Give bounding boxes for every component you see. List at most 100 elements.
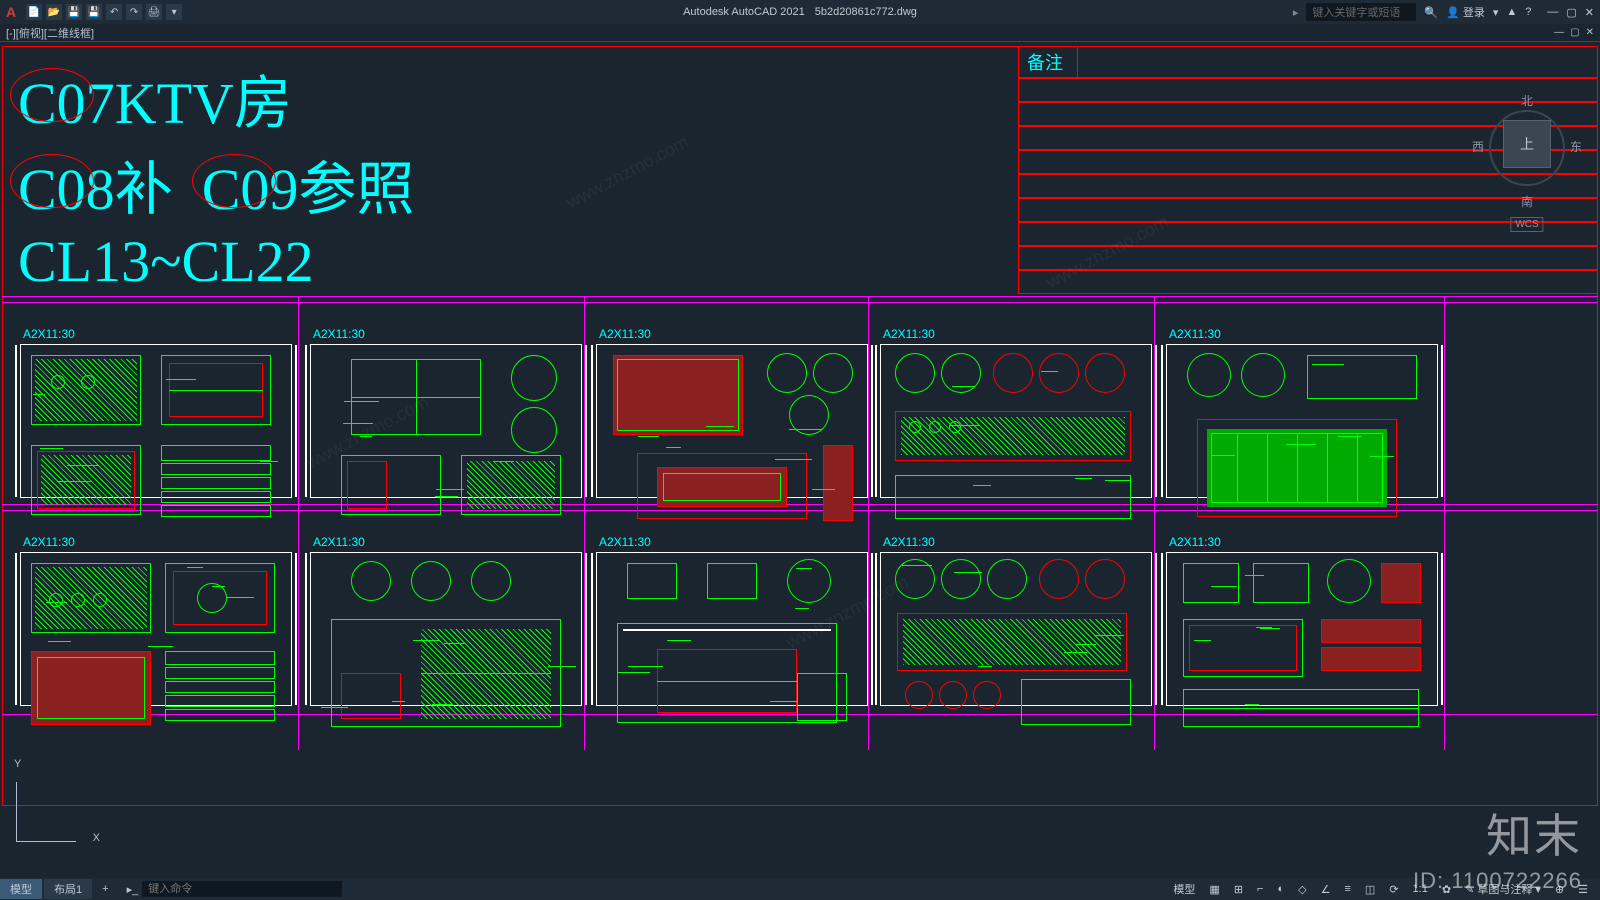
minimize-button[interactable]: — <box>1547 6 1558 19</box>
gear-icon[interactable]: ✿ <box>1438 883 1455 896</box>
customize-icon[interactable]: ☰ <box>1574 883 1592 896</box>
cad-grect <box>165 681 275 693</box>
tab-layout1[interactable]: 布局1 <box>44 879 92 899</box>
grid-h1 <box>2 296 1598 297</box>
cad-gcirc <box>909 421 921 433</box>
cad-gcirc <box>81 375 95 389</box>
cad-leader <box>67 465 99 466</box>
cad-gcirc <box>351 561 391 601</box>
maximize-button[interactable]: ▢ <box>1566 6 1576 19</box>
ucs-icon[interactable]: Y X <box>16 772 86 842</box>
polar-icon[interactable]: ◐ <box>1273 883 1288 895</box>
cad-leader <box>40 448 63 449</box>
cad-leader <box>1338 436 1362 437</box>
cad-leader <box>33 394 45 395</box>
vp-close-icon[interactable]: ✕ <box>1586 27 1594 38</box>
cad-leader <box>1211 455 1235 456</box>
viewport-label[interactable]: [-][俯视][二维线框] <box>6 25 94 41</box>
cad-leader <box>666 447 681 448</box>
sheet-label: A2X11:30 <box>883 535 935 549</box>
cad-gline <box>421 673 551 674</box>
cad-gcirc <box>767 353 807 393</box>
qat-print-icon[interactable]: 🖨 <box>146 4 162 20</box>
cad-leader <box>795 608 809 609</box>
cad-grect <box>161 491 271 503</box>
qat-undo-icon[interactable]: ↶ <box>106 4 122 20</box>
sheet-label: A2X11:30 <box>23 327 75 341</box>
command-input[interactable] <box>142 881 342 897</box>
snap-icon[interactable]: ⊞ <box>1230 883 1247 896</box>
cad-leader <box>413 640 440 641</box>
navcube-east[interactable]: 东 <box>1570 138 1582 155</box>
ortho-icon[interactable]: ⌐ <box>1253 883 1267 895</box>
cad-gcirc <box>1187 353 1231 397</box>
login-button[interactable]: 👤 登录 <box>1446 4 1485 20</box>
annotation-dropdown[interactable]: ✎ 草图与注释 ▾ <box>1461 881 1545 897</box>
cad-rcirc <box>973 681 1001 709</box>
share-icon[interactable]: ▲ <box>1506 6 1517 18</box>
drawing-sheet: A2X11:30 <box>20 552 292 706</box>
cad-leader <box>343 423 373 424</box>
cad-leader <box>1245 575 1264 576</box>
help-icon[interactable]: ? <box>1525 6 1531 18</box>
tab-model[interactable]: 模型 <box>0 879 42 899</box>
cad-ghatch <box>903 619 1121 665</box>
qat-new-icon[interactable]: 📄 <box>26 4 42 20</box>
qat-redo-icon[interactable]: ↷ <box>126 4 142 20</box>
vp-min-icon[interactable]: — <box>1554 27 1564 38</box>
sheet-label: A2X11:30 <box>599 535 651 549</box>
cad-grect <box>663 473 781 501</box>
cad-grect <box>1307 355 1417 399</box>
navcube-top[interactable]: 上 <box>1503 120 1551 168</box>
search-input[interactable]: 键入关键字或短语 <box>1306 3 1416 21</box>
cycling-icon[interactable]: ⟳ <box>1385 883 1402 896</box>
workspace-icon[interactable]: ⊕ <box>1551 883 1568 896</box>
status-scale[interactable]: 1:1 <box>1409 883 1432 895</box>
navcube-wcs[interactable]: WCS <box>1510 217 1543 232</box>
vp-max-icon[interactable]: ▢ <box>1570 27 1579 38</box>
cart-icon[interactable]: ▾ <box>1493 6 1499 19</box>
cad-leader <box>1260 628 1280 629</box>
navcube-north[interactable]: 北 <box>1521 92 1533 109</box>
cad-grect <box>165 709 275 721</box>
cad-grect <box>617 359 739 431</box>
transparency-icon[interactable]: ◫ <box>1361 883 1379 896</box>
cad-ghatch <box>421 629 551 719</box>
otrack-icon[interactable]: ∠ <box>1317 883 1335 896</box>
cad-rcirc <box>1039 559 1079 599</box>
cad-leader <box>57 481 92 482</box>
osnap-icon[interactable]: ◇ <box>1294 883 1310 896</box>
status-model[interactable]: 模型 <box>1169 881 1199 897</box>
cad-grect <box>797 673 847 721</box>
grid-icon[interactable]: ▦ <box>1205 883 1223 896</box>
view-cube[interactable]: 北 南 西 东 上 WCS <box>1472 92 1582 232</box>
cad-leader <box>770 701 797 702</box>
cad-leader <box>812 489 835 490</box>
drawing-sheet: A2X11:30 <box>880 344 1152 498</box>
tab-add-button[interactable]: + <box>94 881 116 897</box>
grid-v1 <box>298 296 299 750</box>
cad-gcirc <box>197 583 227 613</box>
cad-leader <box>628 666 663 667</box>
remark-header: 备注 <box>1019 47 1597 77</box>
qat-more-icon[interactable]: ▾ <box>166 4 182 20</box>
cad-gcirc <box>411 561 451 601</box>
cad-grect <box>37 657 145 719</box>
drawing-canvas[interactable]: C07KTV房 C08补 C09参照 CL13~CL22 备注 A2X11:30… <box>0 42 1600 878</box>
search-icon[interactable]: 🔍 <box>1424 6 1438 19</box>
qat-save-icon[interactable]: 💾 <box>66 4 82 20</box>
cad-gline <box>657 681 797 682</box>
qat-saveas-icon[interactable]: 💾 <box>86 4 102 20</box>
cad-gcirc <box>471 561 511 601</box>
lineweight-icon[interactable]: ≡ <box>1340 883 1354 895</box>
qat-open-icon[interactable]: 📂 <box>46 4 62 20</box>
cad-gline <box>169 390 263 391</box>
navcube-west[interactable]: 西 <box>1472 138 1484 155</box>
title-line-3: CL13~CL22 <box>18 228 314 295</box>
close-button[interactable]: ✕ <box>1585 6 1594 19</box>
cad-gline <box>1237 433 1238 503</box>
cad-gcirc <box>895 353 935 393</box>
cad-ghatch <box>41 455 131 505</box>
cad-leader <box>1286 444 1316 445</box>
navcube-south[interactable]: 南 <box>1521 193 1533 210</box>
